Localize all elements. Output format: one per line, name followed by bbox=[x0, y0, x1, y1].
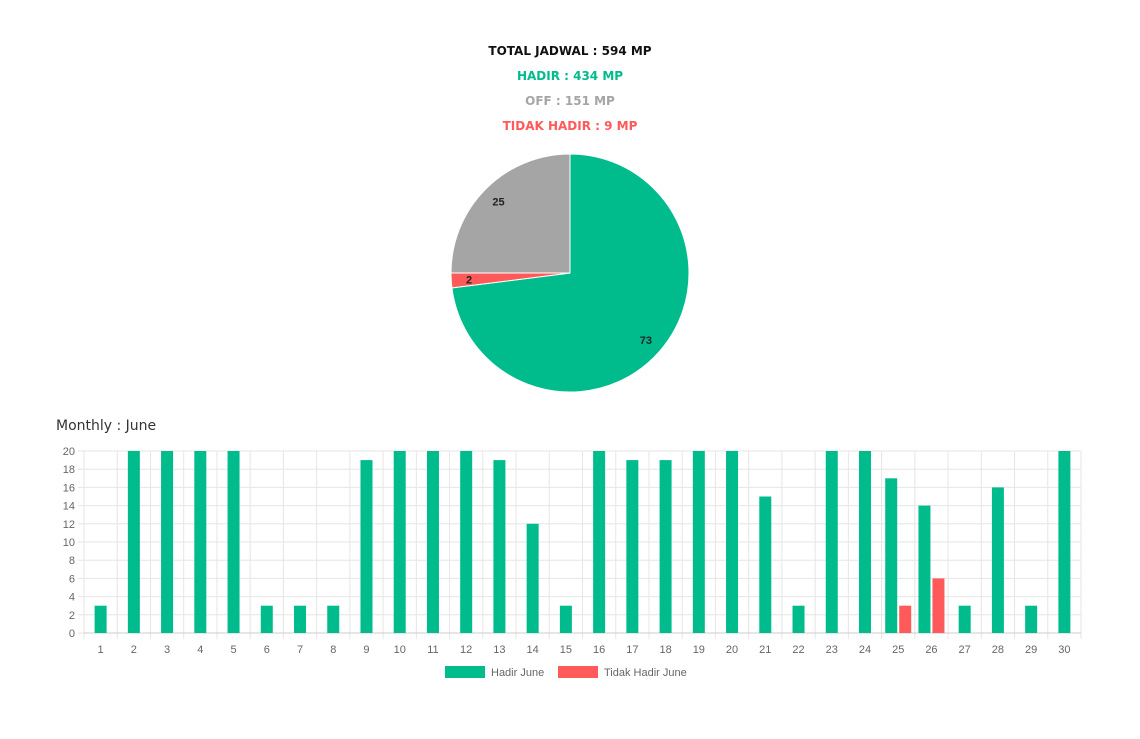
y-tick-label: 10 bbox=[63, 537, 75, 549]
pie-data-label: 25 bbox=[492, 196, 504, 208]
bar-hadir bbox=[1058, 451, 1071, 633]
bar-hadir bbox=[161, 451, 174, 633]
x-tick-label: 24 bbox=[859, 644, 871, 656]
bar-hadir bbox=[825, 451, 838, 633]
legend-swatch-tidak-hadir bbox=[558, 666, 598, 678]
x-tick-label: 2 bbox=[131, 644, 137, 656]
x-tick-label: 28 bbox=[992, 644, 1004, 656]
x-tick-label: 7 bbox=[297, 644, 303, 656]
bar-hadir bbox=[726, 451, 739, 633]
bar-hadir bbox=[294, 605, 307, 633]
summary-off: OFF : 151 MP bbox=[525, 94, 615, 108]
legend-label-tidak-hadir: Tidak Hadir June bbox=[604, 667, 687, 679]
y-tick-label: 18 bbox=[63, 464, 75, 476]
x-tick-label: 16 bbox=[593, 644, 605, 656]
x-tick-label: 8 bbox=[330, 644, 336, 656]
attendance-pie-chart: 73 2 25 bbox=[450, 153, 690, 393]
bar-hadir bbox=[194, 451, 207, 633]
bar-hadir bbox=[127, 451, 140, 633]
x-tick-label: 21 bbox=[759, 644, 771, 656]
bar-hadir bbox=[360, 460, 373, 633]
x-tick-label: 15 bbox=[560, 644, 572, 656]
x-tick-label: 10 bbox=[394, 644, 406, 656]
y-tick-label: 16 bbox=[63, 482, 75, 494]
bar-hadir bbox=[593, 451, 606, 633]
x-tick-label: 26 bbox=[925, 644, 937, 656]
y-tick-label: 4 bbox=[69, 592, 75, 604]
x-tick-label: 1 bbox=[98, 644, 104, 656]
bar-hadir bbox=[858, 451, 871, 633]
x-tick-label: 11 bbox=[427, 644, 438, 656]
x-tick-label: 20 bbox=[726, 644, 738, 656]
bar-tidak-hadir bbox=[899, 605, 912, 633]
y-tick-label: 6 bbox=[69, 573, 75, 585]
bar-hadir bbox=[918, 505, 931, 633]
summary-total: TOTAL JADWAL : 594 MP bbox=[488, 44, 652, 58]
x-tick-label: 30 bbox=[1058, 644, 1070, 656]
bar-hadir bbox=[958, 605, 971, 633]
pie-data-label: 2 bbox=[466, 274, 472, 286]
bar-hadir bbox=[659, 460, 672, 633]
x-tick-label: 12 bbox=[460, 644, 472, 656]
legend-label-hadir: Hadir June bbox=[491, 667, 544, 679]
bar-hadir bbox=[327, 605, 340, 633]
x-tick-label: 18 bbox=[659, 644, 671, 656]
summary-tidak-hadir: TIDAK HADIR : 9 MP bbox=[502, 119, 638, 133]
pie-data-label: 73 bbox=[640, 335, 652, 347]
bar-hadir bbox=[260, 605, 273, 633]
y-tick-label: 2 bbox=[69, 610, 75, 622]
x-tick-label: 13 bbox=[493, 644, 505, 656]
x-tick-label: 25 bbox=[892, 644, 904, 656]
x-tick-label: 14 bbox=[527, 644, 539, 656]
x-tick-label: 27 bbox=[959, 644, 971, 656]
bar-hadir bbox=[626, 460, 639, 633]
x-tick-label: 5 bbox=[230, 644, 236, 656]
x-tick-label: 3 bbox=[164, 644, 170, 656]
bar-hadir bbox=[460, 451, 473, 633]
x-tick-label: 23 bbox=[826, 644, 838, 656]
y-tick-label: 14 bbox=[63, 501, 75, 513]
x-tick-label: 17 bbox=[626, 644, 638, 656]
bar-hadir bbox=[526, 523, 539, 633]
bar-hadir bbox=[792, 605, 805, 633]
bar-hadir bbox=[692, 451, 705, 633]
legend-swatch-hadir bbox=[445, 666, 485, 678]
x-tick-label: 6 bbox=[264, 644, 270, 656]
bar-hadir bbox=[94, 605, 107, 633]
summary-hadir: HADIR : 434 MP bbox=[516, 69, 624, 83]
bar-tidak-hadir bbox=[932, 578, 945, 633]
bar-hadir bbox=[426, 451, 439, 633]
x-tick-label: 29 bbox=[1025, 644, 1037, 656]
x-tick-label: 4 bbox=[197, 644, 203, 656]
y-tick-label: 20 bbox=[63, 446, 75, 458]
y-tick-label: 12 bbox=[63, 519, 75, 531]
bar-hadir bbox=[885, 478, 898, 633]
bar-hadir bbox=[393, 451, 406, 633]
y-tick-label: 0 bbox=[69, 628, 75, 640]
bar-hadir bbox=[759, 496, 772, 633]
bar-hadir bbox=[493, 460, 506, 633]
bar-hadir bbox=[227, 451, 240, 633]
y-tick-label: 8 bbox=[69, 555, 75, 567]
bar-hadir bbox=[559, 605, 572, 633]
x-tick-label: 19 bbox=[693, 644, 705, 656]
bar-hadir bbox=[1025, 605, 1038, 633]
monthly-chart-title: Monthly : June bbox=[56, 418, 157, 434]
bar-hadir bbox=[991, 487, 1004, 633]
x-tick-label: 22 bbox=[792, 644, 804, 656]
pie-slice-off bbox=[450, 153, 571, 274]
x-tick-label: 9 bbox=[363, 644, 369, 656]
